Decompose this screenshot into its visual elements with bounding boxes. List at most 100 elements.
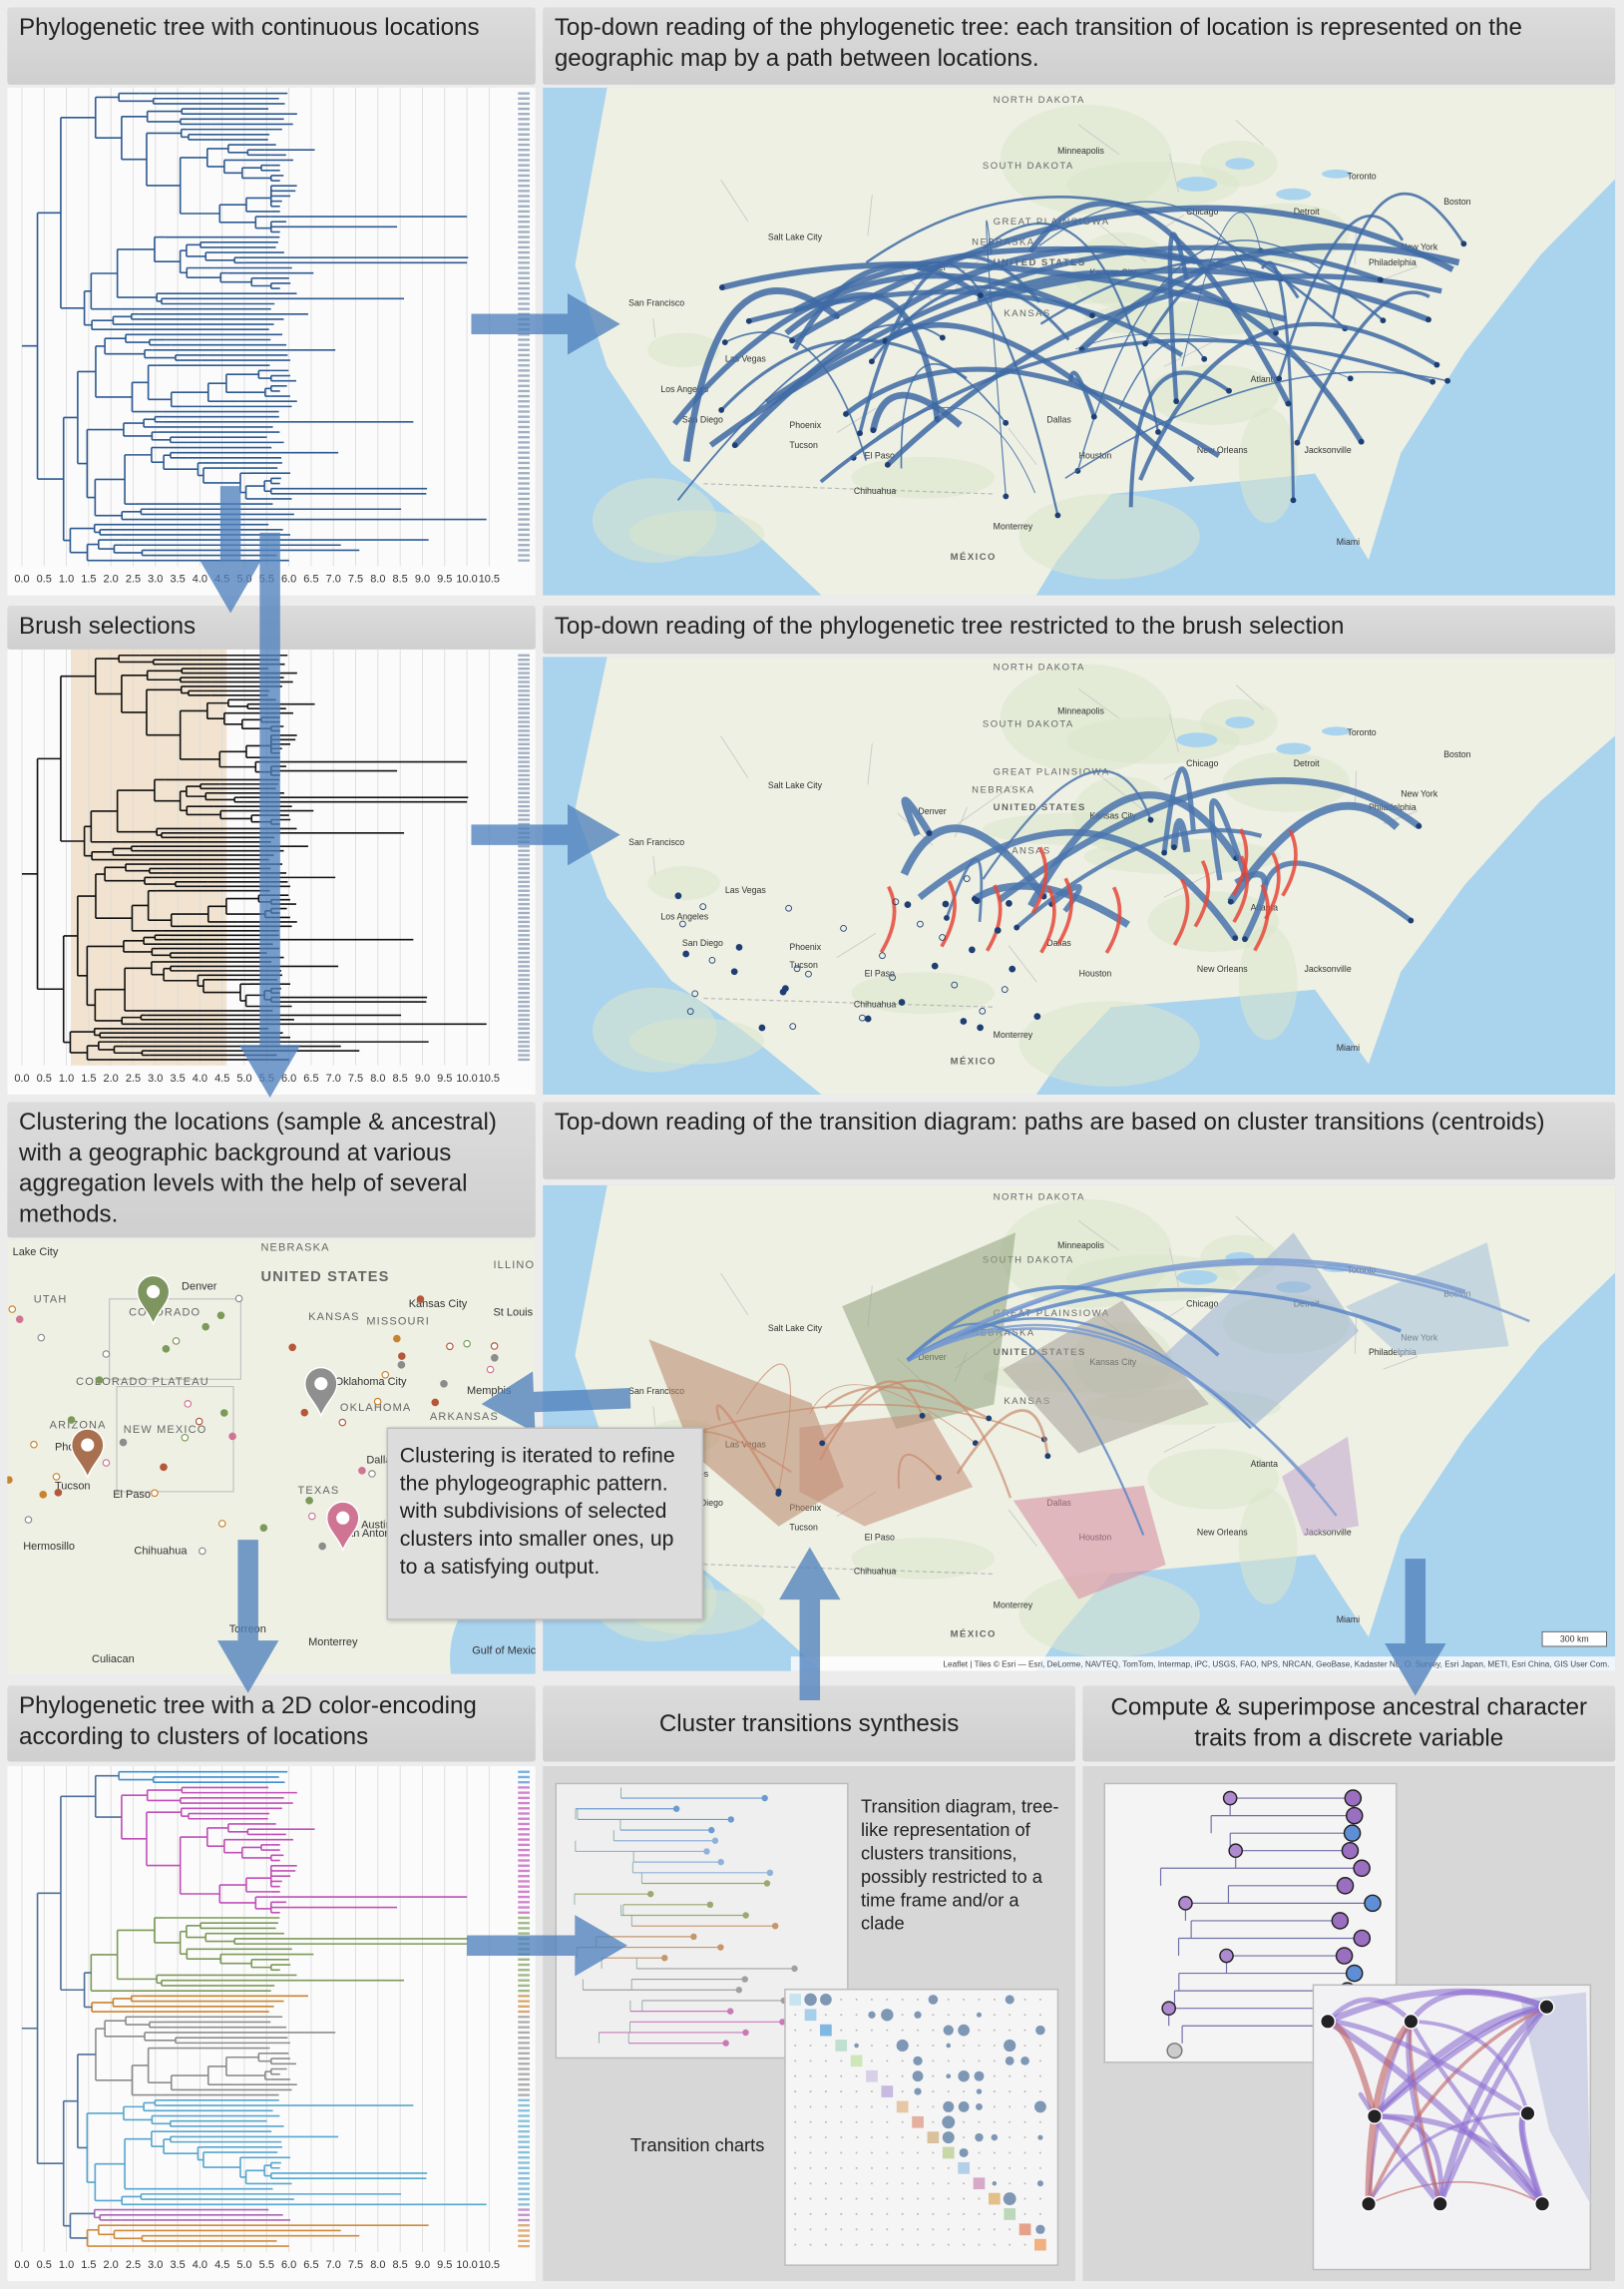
matrix-dot: [840, 2060, 843, 2062]
location: [1171, 844, 1177, 851]
leaf-label: [518, 1822, 530, 1826]
matrix-dot: [809, 2243, 812, 2246]
matrix-dot: [1023, 2014, 1026, 2017]
matrix-dot: [932, 2166, 935, 2169]
tick-label: 4.0: [193, 2259, 207, 2271]
diagram-node: [791, 1965, 798, 1973]
tick-label: 4.5: [214, 574, 229, 586]
leaf-label: [518, 2088, 530, 2091]
map-label: TEXAS: [298, 1485, 340, 1497]
matrix-dot: [917, 2105, 920, 2108]
location: [1142, 340, 1149, 347]
leaf-label: [518, 138, 530, 142]
panel-title: Top-down reading of the transition diagr…: [543, 1102, 1616, 1179]
matrix-dot: [993, 2151, 996, 2154]
location: [1290, 497, 1297, 504]
matrix-dot: [917, 2151, 920, 2154]
tick-label: 4.0: [193, 1073, 207, 1085]
tick-label: 8.5: [393, 1073, 408, 1085]
matrix-cell: [973, 2177, 986, 2190]
leaf-label: [518, 441, 530, 444]
location: [994, 927, 1002, 934]
matrix-dot: [809, 2166, 812, 2169]
matrix-dot: [1038, 2212, 1041, 2215]
map-label: Monterrey: [308, 1636, 358, 1648]
map-label: San Diego: [682, 415, 723, 425]
matrix-dot: [809, 2074, 812, 2077]
diagram-node: [742, 1912, 749, 1919]
matrix-dot: [809, 2060, 812, 2062]
matrix-dot: [978, 2212, 981, 2215]
tick-label: 10.0: [456, 1073, 477, 1085]
trait-path: [1326, 1988, 1548, 2025]
leaf-label: [518, 271, 530, 274]
tick-label: 6.0: [281, 1073, 296, 1085]
trait-node: [1178, 1896, 1193, 1911]
matrix-dot: [947, 2243, 950, 2246]
leaf-label: [518, 128, 530, 131]
map-label: Boston: [1443, 749, 1470, 759]
leaf-label: [518, 885, 530, 888]
location: [1242, 936, 1248, 943]
leaf-label: [518, 1937, 530, 1941]
matrix-dot: [870, 2136, 873, 2139]
map-label: Los Angeles: [660, 384, 708, 394]
leaf-label: [518, 1049, 530, 1053]
transition-path: [900, 824, 1047, 899]
tick-label: 2.5: [126, 574, 141, 586]
map-label: Chihuahua: [134, 1546, 188, 1558]
map-label: COLORADO: [129, 1307, 201, 1319]
matrix-cell: [912, 2115, 924, 2128]
transition-path: [792, 262, 983, 351]
matrix-dot: [914, 2087, 922, 2095]
leaf-label: [518, 822, 530, 826]
matrix-dot: [886, 2151, 889, 2154]
matrix-dot: [1038, 2044, 1041, 2048]
border: [652, 855, 656, 875]
matrix-dot: [870, 2151, 873, 2154]
transition-path: [982, 769, 1152, 880]
matrix-dot: [794, 2136, 797, 2139]
location: [782, 985, 789, 993]
matrix-dot: [1023, 2166, 1026, 2169]
pin-hole: [147, 1284, 161, 1299]
location: [39, 1491, 48, 1499]
location: [486, 1365, 495, 1374]
tick-label: 10.5: [479, 1073, 500, 1085]
lake: [1322, 726, 1352, 736]
matrix-dot: [794, 2243, 797, 2246]
matrix-dot: [840, 2212, 843, 2215]
transition-path: [1068, 370, 1096, 418]
map-label: Monterrey: [994, 522, 1033, 532]
leaf-label: [518, 226, 530, 229]
leaf-label: [518, 773, 530, 777]
transition-path: [1253, 883, 1270, 952]
matrix-dot: [1038, 2014, 1041, 2017]
matrix-dot: [901, 2243, 904, 2246]
location: [195, 1417, 203, 1426]
diagram-node: [703, 1848, 710, 1855]
location: [789, 337, 795, 344]
matrix-dot: [978, 2120, 981, 2123]
leaf-label: [518, 916, 530, 919]
location: [879, 952, 886, 960]
trait-path: [1368, 2180, 1543, 2205]
matrix-dot: [886, 2074, 889, 2077]
caption: Transition diagram, tree-like representa…: [860, 1796, 1059, 1935]
map-label: New Orleans: [1197, 445, 1248, 455]
leaf-label: [518, 430, 530, 434]
leaf-label: [518, 934, 530, 937]
matrix-dot: [1009, 2090, 1012, 2093]
location: [1433, 361, 1440, 368]
matrix-dot: [809, 2105, 812, 2108]
trait-path: [1436, 2004, 1549, 2205]
matrix-dot: [794, 2014, 797, 2017]
matrix-dot: [963, 2090, 966, 2093]
matrix-dot: [1035, 2224, 1045, 2234]
location: [864, 1015, 872, 1023]
border: [1008, 1509, 1037, 1547]
leaf-label: [518, 2124, 530, 2128]
map-label: Minneapolis: [1057, 705, 1104, 715]
matrix-dot: [932, 2197, 935, 2200]
map-label: ILLINOIS: [493, 1259, 535, 1271]
